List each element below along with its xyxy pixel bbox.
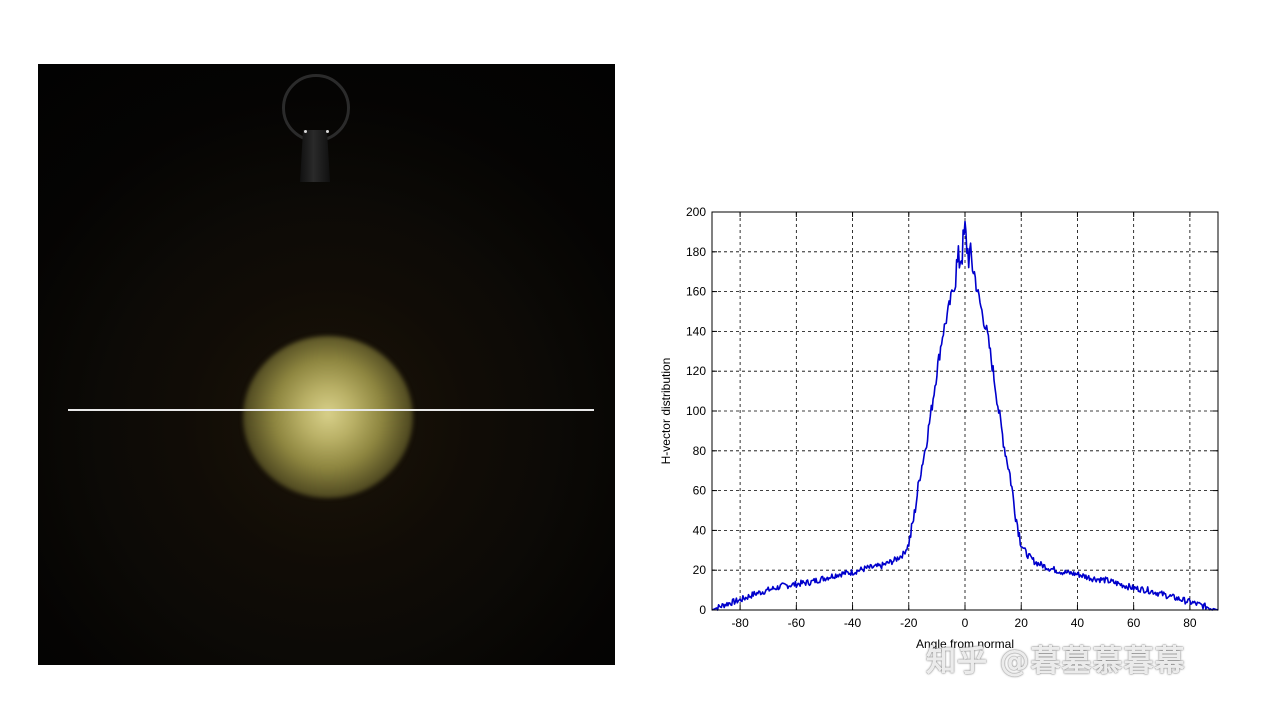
scan-line [68, 409, 594, 411]
x-tick-label: 40 [1071, 616, 1085, 630]
chart-container: -80 -60 -40 -20 0 20 40 60 80 0 20 40 60 80 100 120 140 1… [640, 200, 1240, 670]
y-tick-label: 180 [686, 245, 706, 259]
distribution-chart: -80 -60 -40 -20 0 20 40 60 80 0 20 40 60 80 100 120 140 1… [659, 205, 1219, 651]
y-tick-label: 20 [693, 563, 707, 577]
beam-spot [243, 336, 413, 498]
y-tick-label: 120 [686, 364, 706, 378]
y-tick-label: 40 [693, 523, 707, 537]
series-line-0 [711, 220, 1219, 611]
x-tick-label: -80 [731, 616, 749, 630]
x-axis-label: Angle from normal [916, 637, 1014, 651]
x-tick-label: 80 [1183, 616, 1197, 630]
x-tick-label: 0 [962, 616, 969, 630]
grid [712, 212, 1218, 610]
x-tick-label: -40 [844, 616, 862, 630]
y-tick-label: 100 [686, 404, 706, 418]
x-tick-label: -60 [788, 616, 806, 630]
lamp-dot-right [326, 130, 329, 133]
y-tick-label: 60 [693, 484, 707, 498]
x-tick-label: 60 [1127, 616, 1141, 630]
x-tick-label: 20 [1015, 616, 1029, 630]
y-tick-label: 0 [699, 603, 706, 617]
y-tick-label: 140 [686, 324, 706, 338]
series-layer [711, 220, 1219, 611]
beam-photo [38, 64, 615, 665]
y-axis-label: H-vector distribution [659, 358, 673, 465]
y-tick-label: 80 [693, 444, 707, 458]
lamp-body [300, 130, 330, 182]
y-tick-label: 160 [686, 285, 706, 299]
x-tick-label: -20 [900, 616, 918, 630]
y-tick-label: 200 [686, 205, 706, 219]
lamp-dot-left [304, 130, 307, 133]
ticks: -80 -60 -40 -20 0 20 40 60 80 0 20 40 60 80 100 120 140 1… [686, 205, 1218, 630]
watermark: 知乎 @暮墓慕暮幕 [926, 644, 1186, 679]
